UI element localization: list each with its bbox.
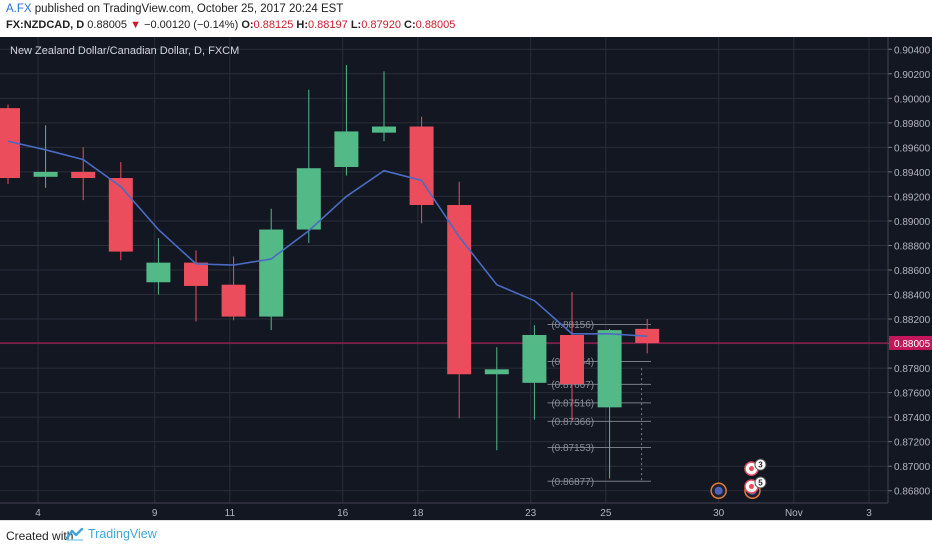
y-axis-label: 0.89200 — [894, 192, 931, 203]
candle-up[interactable] — [146, 262, 171, 283]
y-axis-label: 0.87400 — [894, 413, 931, 424]
fib-level-label: (0.87153) — [551, 443, 594, 454]
x-axis-label: Nov — [785, 508, 803, 519]
chart-title: New Zealand Dollar/Canadian Dollar, D, F… — [10, 45, 239, 57]
high-label: H: — [296, 19, 308, 31]
event-badge-dot — [748, 466, 754, 472]
open-label: O: — [241, 19, 254, 31]
quote-line: FX:NZDCAD, D 0.88005 ▼ −0.00120 (−0.14%)… — [6, 19, 455, 31]
y-axis-label: 0.90000 — [894, 94, 931, 105]
candle-down[interactable] — [71, 171, 96, 179]
x-axis-label: 30 — [713, 508, 725, 519]
y-axis-label: 0.88400 — [894, 291, 931, 302]
last-price-marker-label: 0.88005 — [894, 339, 931, 350]
candle-up[interactable] — [522, 334, 547, 383]
fib-level-label: (0.87366) — [551, 417, 594, 428]
candle-up[interactable] — [372, 126, 396, 133]
event-flag-dot — [714, 486, 723, 495]
fib-level-label: (0.87667) — [551, 380, 594, 391]
event-count-label: 3 — [758, 461, 763, 470]
open-value: 0.88125 — [253, 19, 294, 31]
candle-down[interactable] — [0, 108, 20, 179]
y-axis-label: 0.87000 — [894, 462, 931, 473]
low-value: 0.87920 — [361, 19, 401, 31]
candlestick-chart[interactable]: 0.90400 0.90200 0.90000 0.89800 0.89600 0.894… — [0, 37, 932, 520]
tradingview-logo-icon — [66, 527, 84, 541]
y-axis-label: 0.90400 — [894, 45, 931, 56]
y-axis-label: 0.88200 — [894, 315, 931, 326]
x-axis-label: 9 — [152, 508, 158, 519]
x-axis-label: 11 — [225, 508, 236, 519]
candle-down[interactable] — [447, 205, 472, 375]
candle-down[interactable] — [560, 334, 584, 385]
last-price-marker — [889, 335, 932, 350]
fib-level-label: (0.86877) — [551, 477, 594, 488]
tradingview-brand[interactable]: TradingView — [66, 527, 157, 541]
x-axis-label: 4 — [35, 508, 41, 519]
event-badge-dot — [748, 483, 754, 489]
last-price: 0.88005 — [87, 19, 128, 31]
x-axis-label: 3 — [866, 508, 872, 519]
chart-pane[interactable]: 0.90400 0.90200 0.90000 0.89800 0.89600 0.894… — [0, 37, 932, 520]
low-label: L: — [350, 19, 362, 31]
y-axis-label: 0.86800 — [894, 487, 931, 498]
author-link[interactable]: A.FX — [6, 3, 32, 15]
candle-down[interactable] — [108, 178, 133, 252]
candle-up[interactable] — [259, 229, 284, 317]
y-axis-label: 0.89400 — [894, 168, 931, 179]
candle-down[interactable] — [221, 284, 246, 317]
y-axis-label: 0.88800 — [894, 241, 931, 252]
y-axis-label: 0.88600 — [894, 266, 931, 277]
symbol-label: FX:NZDCAD, D — [6, 19, 85, 31]
created-with-text: Created with — [6, 529, 74, 543]
candle-up[interactable] — [597, 330, 622, 408]
moving-average-line — [7, 140, 648, 338]
close-label: C: — [404, 19, 416, 31]
y-axis-label: 0.89600 — [894, 143, 931, 154]
event-count-label: 5 — [758, 478, 763, 487]
event-count-badge — [754, 476, 767, 489]
candle-up[interactable] — [334, 131, 359, 167]
y-axis-label: 0.90200 — [894, 70, 931, 81]
publish-line: A.FX published on TradingView.com, Octob… — [6, 3, 343, 15]
x-axis-label: 18 — [412, 508, 424, 519]
x-axis-label: 25 — [600, 508, 612, 519]
y-axis-label: 0.89800 — [894, 119, 931, 130]
chart-header: A.FX published on TradingView.com, Octob… — [0, 0, 932, 36]
down-arrow-icon: ▼ — [130, 19, 141, 31]
y-axis-label: 0.87800 — [894, 364, 931, 375]
close-value: 0.88005 — [415, 19, 456, 31]
candle-up[interactable] — [33, 171, 58, 177]
y-axis-label: 0.87200 — [894, 438, 931, 449]
x-axis-label: 16 — [337, 508, 349, 519]
candle-down[interactable] — [184, 262, 208, 286]
candle-up[interactable] — [296, 168, 321, 230]
published-text: published on TradingView.com, October 25… — [34, 3, 344, 15]
event-count-badge — [754, 458, 767, 471]
high-value: 0.88197 — [307, 19, 348, 31]
y-axis-label: 0.89000 — [894, 217, 931, 228]
footer: Created with TradingView — [0, 520, 932, 551]
fib-level-label: (0.87516) — [551, 398, 594, 409]
y-axis-label: 0.87600 — [894, 389, 931, 400]
price-change: −0.00120 (−0.14%) — [144, 19, 239, 31]
brand-name: TradingView — [88, 527, 157, 541]
fib-level-label: (0.88156) — [551, 320, 594, 331]
x-axis-label: 23 — [525, 508, 537, 519]
candle-up[interactable] — [484, 369, 509, 375]
